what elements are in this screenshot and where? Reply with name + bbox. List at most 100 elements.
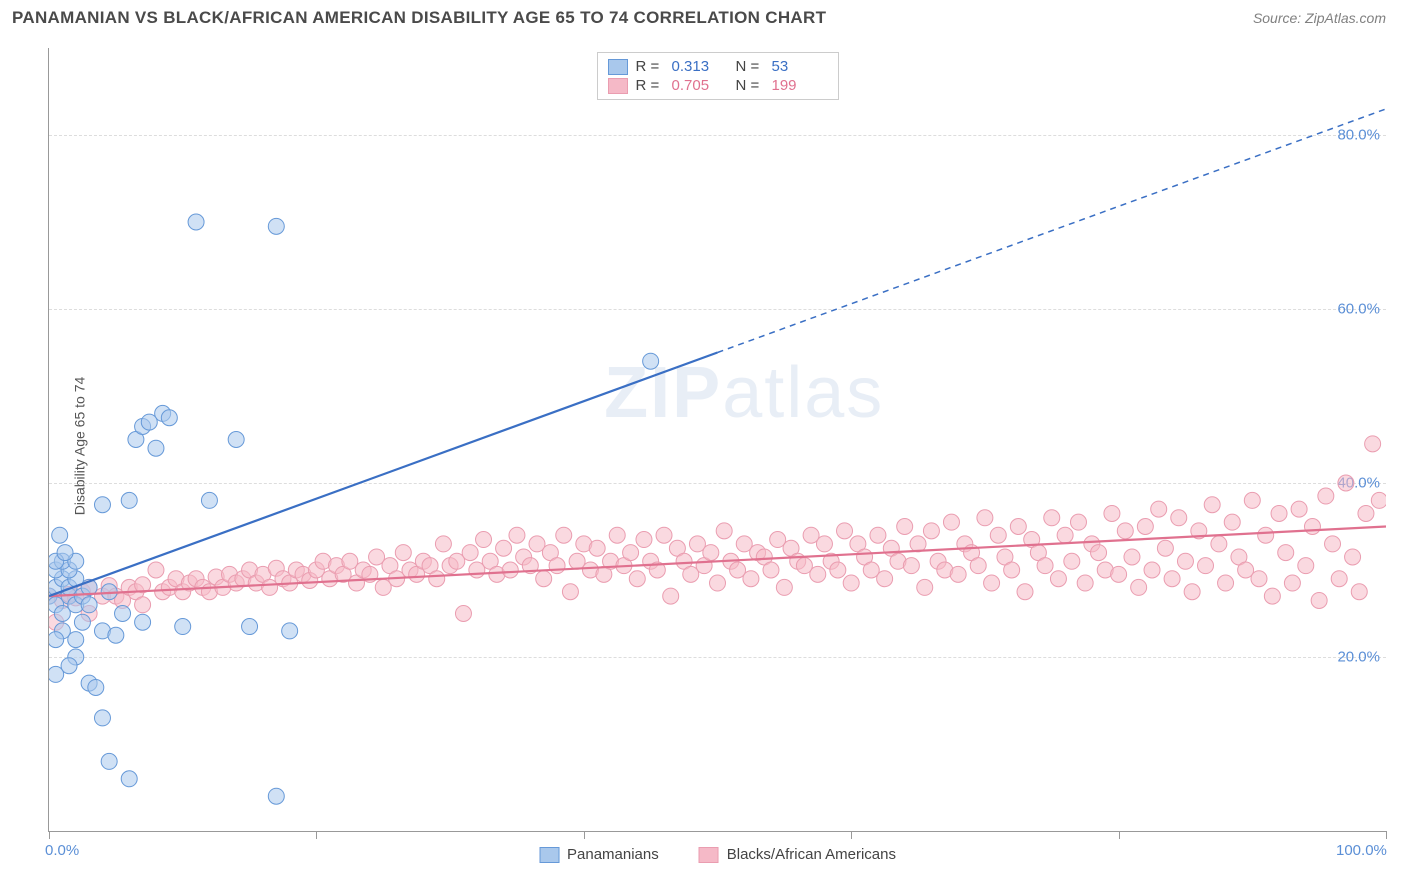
data-point <box>1050 571 1066 587</box>
data-point <box>462 545 478 561</box>
data-point <box>816 536 832 552</box>
data-point <box>1184 584 1200 600</box>
data-point <box>917 579 933 595</box>
data-point <box>629 571 645 587</box>
data-point <box>943 514 959 530</box>
data-point <box>970 558 986 574</box>
data-point <box>455 606 471 622</box>
x-tick <box>49 831 50 839</box>
data-point <box>435 536 451 552</box>
data-point <box>1104 505 1120 521</box>
data-point <box>837 523 853 539</box>
data-point <box>977 510 993 526</box>
data-point <box>990 527 1006 543</box>
legend-r-label-2: R = <box>636 77 664 94</box>
data-point <box>188 214 204 230</box>
data-point <box>703 545 719 561</box>
data-point <box>1338 475 1354 491</box>
data-point <box>1211 536 1227 552</box>
x-tick <box>851 831 852 839</box>
data-point <box>1271 505 1287 521</box>
legend-n-value-1: 53 <box>772 58 828 75</box>
legend-item-2: Blacks/African Americans <box>699 846 896 863</box>
data-point <box>101 753 117 769</box>
data-point <box>52 527 68 543</box>
legend-bottom-swatch-1 <box>539 847 559 863</box>
x-tick <box>316 831 317 839</box>
data-point <box>242 619 258 635</box>
data-point <box>549 558 565 574</box>
data-point <box>1177 553 1193 569</box>
data-point <box>121 771 137 787</box>
data-point <box>1010 519 1026 535</box>
data-point <box>950 566 966 582</box>
data-point <box>49 632 64 648</box>
data-point <box>870 527 886 543</box>
data-point <box>395 545 411 561</box>
data-point <box>496 540 512 556</box>
legend-r-value-2: 0.705 <box>672 77 728 94</box>
data-point <box>1164 571 1180 587</box>
data-point <box>1358 505 1374 521</box>
data-point <box>1311 592 1327 608</box>
legend-n-label-2: N = <box>736 77 764 94</box>
data-point <box>1264 588 1280 604</box>
legend-r-value-1: 0.313 <box>672 58 728 75</box>
data-point <box>1244 492 1260 508</box>
data-point <box>108 627 124 643</box>
data-point <box>1304 519 1320 535</box>
x-tick <box>1386 831 1387 839</box>
data-point <box>1057 527 1073 543</box>
data-point <box>1157 540 1173 556</box>
data-point <box>877 571 893 587</box>
data-point <box>656 527 672 543</box>
data-point <box>903 558 919 574</box>
data-point <box>148 562 164 578</box>
data-point <box>536 571 552 587</box>
data-point <box>663 588 679 604</box>
data-point <box>282 623 298 639</box>
data-point <box>1345 549 1361 565</box>
data-point <box>1017 584 1033 600</box>
legend-bottom-swatch-2 <box>699 847 719 863</box>
data-point <box>1111 566 1127 582</box>
data-point <box>589 540 605 556</box>
data-point <box>1204 497 1220 513</box>
legend-item-1: Panamanians <box>539 846 659 863</box>
data-point <box>1224 514 1240 530</box>
scatter-svg <box>49 48 1386 831</box>
x-tick <box>1119 831 1120 839</box>
legend-swatch-1 <box>608 59 628 75</box>
x-tick-label: 100.0% <box>1336 842 1387 859</box>
legend-bottom-label-2: Blacks/African Americans <box>727 846 896 863</box>
data-point <box>897 519 913 535</box>
data-point <box>268 788 284 804</box>
chart-header: PANAMANIAN VS BLACK/AFRICAN AMERICAN DIS… <box>0 0 1406 36</box>
legend-r-label-1: R = <box>636 58 664 75</box>
data-point <box>1198 558 1214 574</box>
legend-swatch-2 <box>608 78 628 94</box>
legend-correlation: R = 0.313 N = 53 R = 0.705 N = 199 <box>597 52 839 100</box>
data-point <box>57 545 73 561</box>
data-point <box>1284 575 1300 591</box>
data-point <box>1037 558 1053 574</box>
data-point <box>1278 545 1294 561</box>
data-point <box>1044 510 1060 526</box>
data-point <box>1218 575 1234 591</box>
data-point <box>1258 527 1274 543</box>
legend-n-label-1: N = <box>736 58 764 75</box>
data-point <box>643 353 659 369</box>
data-point <box>121 492 137 508</box>
data-point <box>148 440 164 456</box>
data-point <box>175 619 191 635</box>
chart-source: Source: ZipAtlas.com <box>1253 10 1386 26</box>
chart-title: PANAMANIAN VS BLACK/AFRICAN AMERICAN DIS… <box>12 8 826 28</box>
data-point <box>201 492 217 508</box>
data-point <box>135 614 151 630</box>
data-point <box>810 566 826 582</box>
data-point <box>984 575 1000 591</box>
data-point <box>81 597 97 613</box>
data-point <box>1171 510 1187 526</box>
legend-row-series-2: R = 0.705 N = 199 <box>608 76 828 95</box>
data-point <box>830 562 846 578</box>
